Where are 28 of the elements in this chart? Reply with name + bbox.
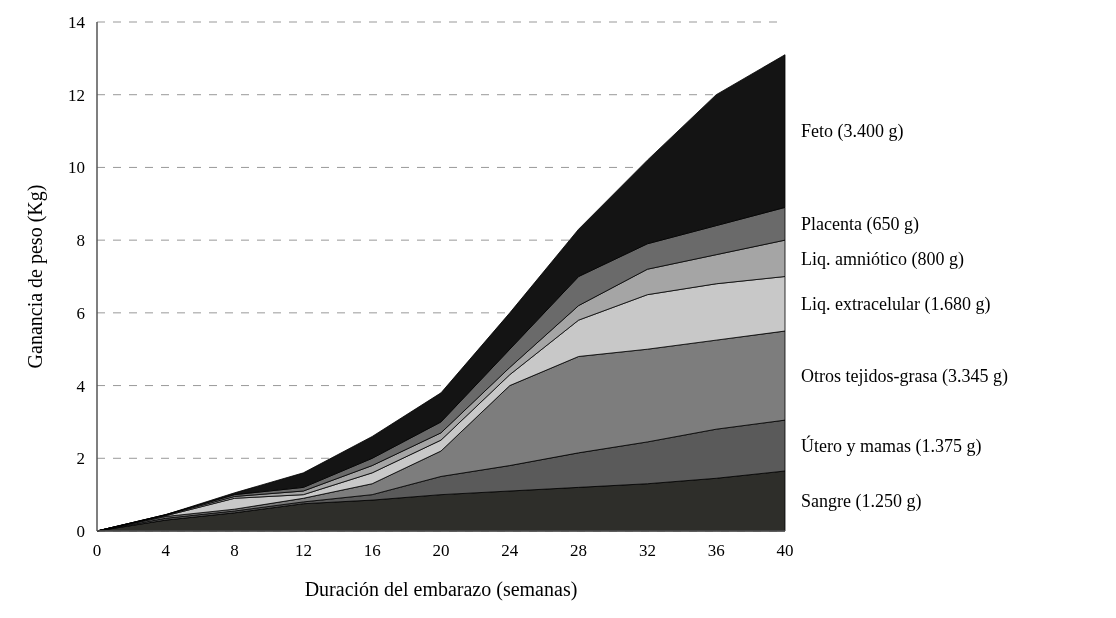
x-tick-label: 4	[161, 541, 171, 560]
x-tick-label: 32	[638, 541, 656, 560]
x-tick-label: 12	[294, 541, 312, 560]
series-label: Placenta (650 g)	[801, 214, 919, 236]
y-axis-title: Ganancia de peso (Kg)	[24, 184, 47, 369]
series-label: Útero y mamas (1.375 g)	[801, 434, 982, 457]
x-tick-label: 36	[707, 541, 725, 560]
x-tick-label: 8	[230, 541, 239, 560]
y-tick-label: 6	[76, 303, 85, 323]
x-tick-label: 0	[92, 541, 102, 560]
y-tick-label: 14	[68, 12, 86, 32]
series-label: Liq. amniótico (800 g)	[801, 248, 964, 270]
y-tick-label: 8	[76, 231, 85, 251]
x-tick-label: 40	[776, 541, 794, 560]
y-tick-label: 12	[68, 85, 85, 105]
x-tick-label: 24	[501, 541, 519, 560]
series-label: Otros tejidos-grasa (3.345 g)	[801, 365, 1008, 387]
x-axis-title: Duración del embarazo (semanas)	[304, 578, 578, 601]
series-label: Sangre (1.250 g)	[801, 491, 922, 513]
x-tick-label: 16	[363, 541, 381, 560]
x-tick-label: 28	[570, 541, 588, 560]
series-label: Liq. extracelular (1.680 g)	[801, 294, 991, 316]
x-tick-label: 20	[432, 541, 450, 560]
y-tick-label: 2	[76, 449, 85, 469]
y-tick-label: 0	[76, 521, 85, 541]
series-label: Feto (3.400 g)	[801, 121, 904, 143]
y-tick-label: 4	[76, 376, 86, 396]
y-tick-label: 10	[68, 158, 85, 178]
